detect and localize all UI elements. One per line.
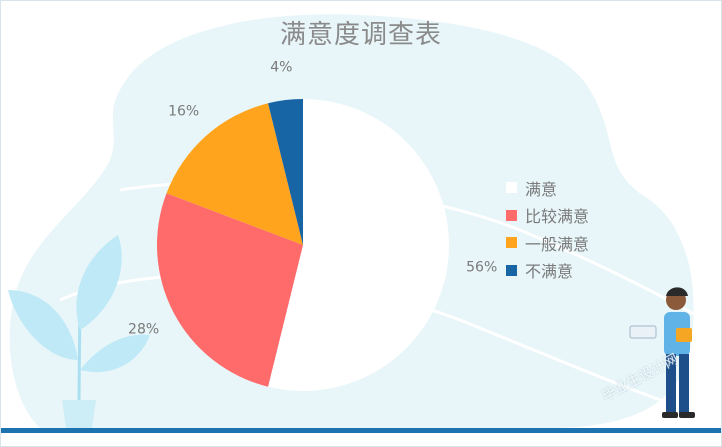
pie-slice-dissatisfied	[268, 99, 303, 245]
pie-slice-fairly-satisfied	[156, 193, 303, 387]
legend-swatch-average	[506, 237, 517, 249]
data-label-fairly-satisfied: 28%	[128, 322, 159, 338]
legend-swatch-satisfied	[506, 182, 517, 194]
legend-item-satisfied: 满意	[506, 174, 589, 202]
legend-swatch-fairly-satisfied	[506, 209, 517, 221]
legend: 满意比较满意一般满意不满意	[506, 174, 589, 284]
legend-label-satisfied: 满意	[525, 179, 558, 199]
person-illustration	[629, 287, 695, 418]
legend-item-fairly-satisfied: 比较满意	[506, 202, 589, 230]
chart-title: 满意度调查表	[279, 20, 442, 50]
data-label-average: 16%	[168, 103, 199, 119]
data-label-satisfied: 56%	[466, 260, 497, 276]
legend-label-average: 一般满意	[525, 234, 590, 254]
pie-slice-average	[166, 103, 303, 245]
legend-item-average: 一般满意	[506, 229, 589, 257]
plant-illustration	[8, 235, 150, 428]
legend-label-fairly-satisfied: 比较满意	[525, 207, 590, 227]
data-label-dissatisfied: 4%	[270, 59, 292, 75]
legend-item-dissatisfied: 不满意	[506, 257, 589, 285]
pie-slice-satisfied	[268, 99, 449, 392]
bottom-bar	[0, 428, 722, 433]
legend-swatch-dissatisfied	[506, 264, 517, 276]
legend-label-dissatisfied: 不满意	[525, 262, 574, 282]
